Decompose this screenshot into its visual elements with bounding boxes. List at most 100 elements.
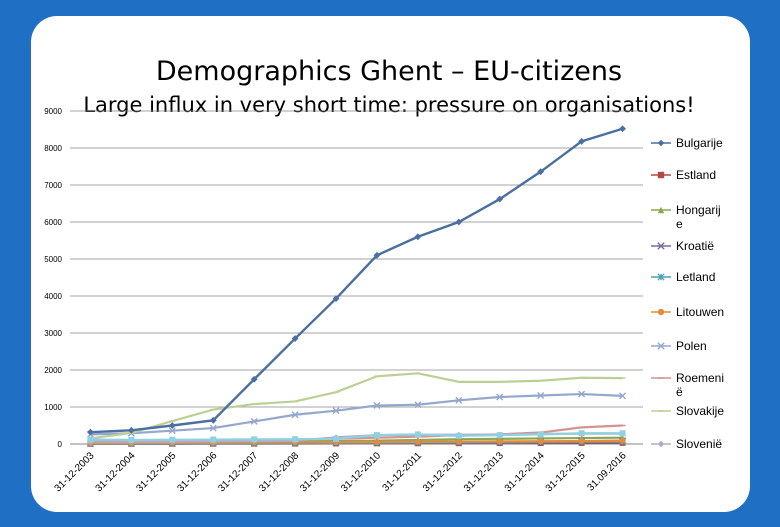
y-tick-label: 5000 bbox=[44, 255, 62, 264]
data-point bbox=[332, 407, 340, 415]
data-point bbox=[657, 242, 665, 250]
data-point bbox=[657, 342, 665, 350]
data-point bbox=[455, 396, 463, 404]
data-point bbox=[578, 438, 585, 445]
data-point bbox=[414, 401, 422, 409]
series-line bbox=[90, 372, 623, 440]
legend-label: Letland bbox=[676, 270, 715, 284]
data-point bbox=[291, 335, 299, 342]
data-point bbox=[373, 251, 381, 259]
data-point bbox=[619, 392, 627, 400]
data-point bbox=[373, 438, 380, 445]
x-axis: 31-12-200331-12-200431-12-200531-12-2006… bbox=[53, 450, 629, 494]
data-point bbox=[414, 438, 421, 445]
x-tick-label: 31-12-2012 bbox=[421, 450, 465, 494]
chart-title: Demographics Ghent – EU-citizens bbox=[156, 56, 622, 87]
data-point bbox=[251, 436, 258, 443]
legend-entry: Letland bbox=[651, 270, 715, 284]
data-point bbox=[619, 437, 626, 444]
data-point bbox=[496, 432, 503, 439]
data-point bbox=[250, 417, 258, 425]
data-point bbox=[87, 428, 94, 436]
data-point bbox=[414, 431, 421, 438]
data-point bbox=[657, 206, 665, 214]
data-point bbox=[657, 139, 665, 147]
x-tick-label: 31-12-2011 bbox=[381, 450, 425, 494]
series-line bbox=[90, 392, 623, 436]
legend-entry: Slovakije bbox=[651, 404, 724, 418]
data-point bbox=[291, 411, 299, 419]
series-slovakije bbox=[87, 372, 626, 440]
x-tick-label: 31-12-2015 bbox=[544, 450, 588, 494]
legend-label: Slovenië bbox=[676, 437, 722, 451]
data-point bbox=[128, 436, 135, 443]
legend: Bulgarije Estland Hongarij e Kroatië Letland L… bbox=[651, 136, 724, 451]
data-point bbox=[578, 137, 586, 145]
data-point bbox=[657, 273, 665, 281]
data-point bbox=[87, 436, 94, 443]
data-point bbox=[455, 438, 462, 445]
legend-entry: Hongarij e bbox=[651, 203, 721, 231]
data-point bbox=[537, 431, 544, 438]
series-polen bbox=[86, 390, 627, 438]
y-tick-label: 9000 bbox=[44, 107, 62, 116]
x-tick-label: 31-12-2010 bbox=[339, 450, 383, 494]
data-point bbox=[619, 125, 626, 133]
series-bulgarije bbox=[87, 125, 626, 436]
x-tick-label: 31-12-2007 bbox=[216, 450, 260, 494]
legend-entry: Estland bbox=[651, 168, 716, 182]
data-point bbox=[537, 392, 545, 400]
legend-label: Estland bbox=[676, 168, 716, 182]
data-point bbox=[496, 438, 503, 445]
data-point bbox=[373, 432, 380, 439]
y-tick-label: 8000 bbox=[44, 144, 62, 153]
data-point bbox=[455, 218, 463, 226]
data-point bbox=[657, 171, 665, 179]
data-point bbox=[578, 430, 585, 437]
series-line bbox=[90, 439, 623, 445]
data-point bbox=[333, 435, 340, 442]
legend-label: Polen bbox=[676, 339, 707, 353]
x-tick-label: 31-12-2005 bbox=[134, 450, 178, 494]
legend-label: Slovakije bbox=[676, 404, 724, 418]
data-point bbox=[169, 436, 176, 443]
legend-entry: Slovenië bbox=[651, 437, 722, 451]
legend-entry: Polen bbox=[651, 339, 707, 353]
x-tick-label: 31-12-2003 bbox=[53, 450, 97, 494]
y-axis: 0 1000 2000 3000 4000 5000 6000 7000 8000 9000 bbox=[44, 107, 62, 449]
legend-entry: Litouwen bbox=[651, 305, 724, 319]
data-point bbox=[127, 426, 135, 434]
series-lines bbox=[86, 125, 627, 448]
data-point bbox=[414, 233, 422, 241]
legend-label: Bulgarije bbox=[676, 136, 723, 150]
data-point bbox=[657, 440, 665, 448]
data-point bbox=[657, 308, 665, 316]
data-point bbox=[578, 390, 586, 398]
legend-label: Litouwen bbox=[676, 305, 724, 319]
data-point bbox=[292, 436, 299, 443]
series-line bbox=[90, 127, 623, 434]
legend-entry: Kroatië bbox=[651, 239, 714, 253]
data-point bbox=[250, 375, 258, 383]
x-tick-label: 31-12-2013 bbox=[462, 450, 506, 494]
data-point bbox=[373, 402, 381, 410]
data-point bbox=[496, 393, 504, 401]
series-line bbox=[90, 432, 623, 442]
y-tick-label: 1000 bbox=[44, 403, 62, 412]
y-tick-label: 3000 bbox=[44, 329, 62, 338]
data-point bbox=[210, 436, 217, 443]
chart: Demographics Ghent – EU-citizens Large i… bbox=[44, 56, 724, 494]
data-point bbox=[619, 430, 626, 437]
x-tick-label: 31.09.2016 bbox=[585, 450, 628, 493]
y-tick-label: 0 bbox=[58, 440, 63, 449]
legend-label: Hongarij e bbox=[676, 203, 721, 231]
legend-entry: Roemeni ë bbox=[651, 371, 724, 399]
x-tick-label: 31-12-2004 bbox=[94, 450, 138, 494]
data-point bbox=[332, 295, 340, 302]
data-point bbox=[537, 168, 545, 176]
series-unlabeled bbox=[87, 430, 626, 443]
x-tick-label: 31-12-2008 bbox=[257, 450, 301, 494]
data-point bbox=[168, 427, 176, 435]
y-tick-label: 4000 bbox=[44, 292, 62, 301]
legend-label: Roemeni ë bbox=[676, 371, 724, 399]
